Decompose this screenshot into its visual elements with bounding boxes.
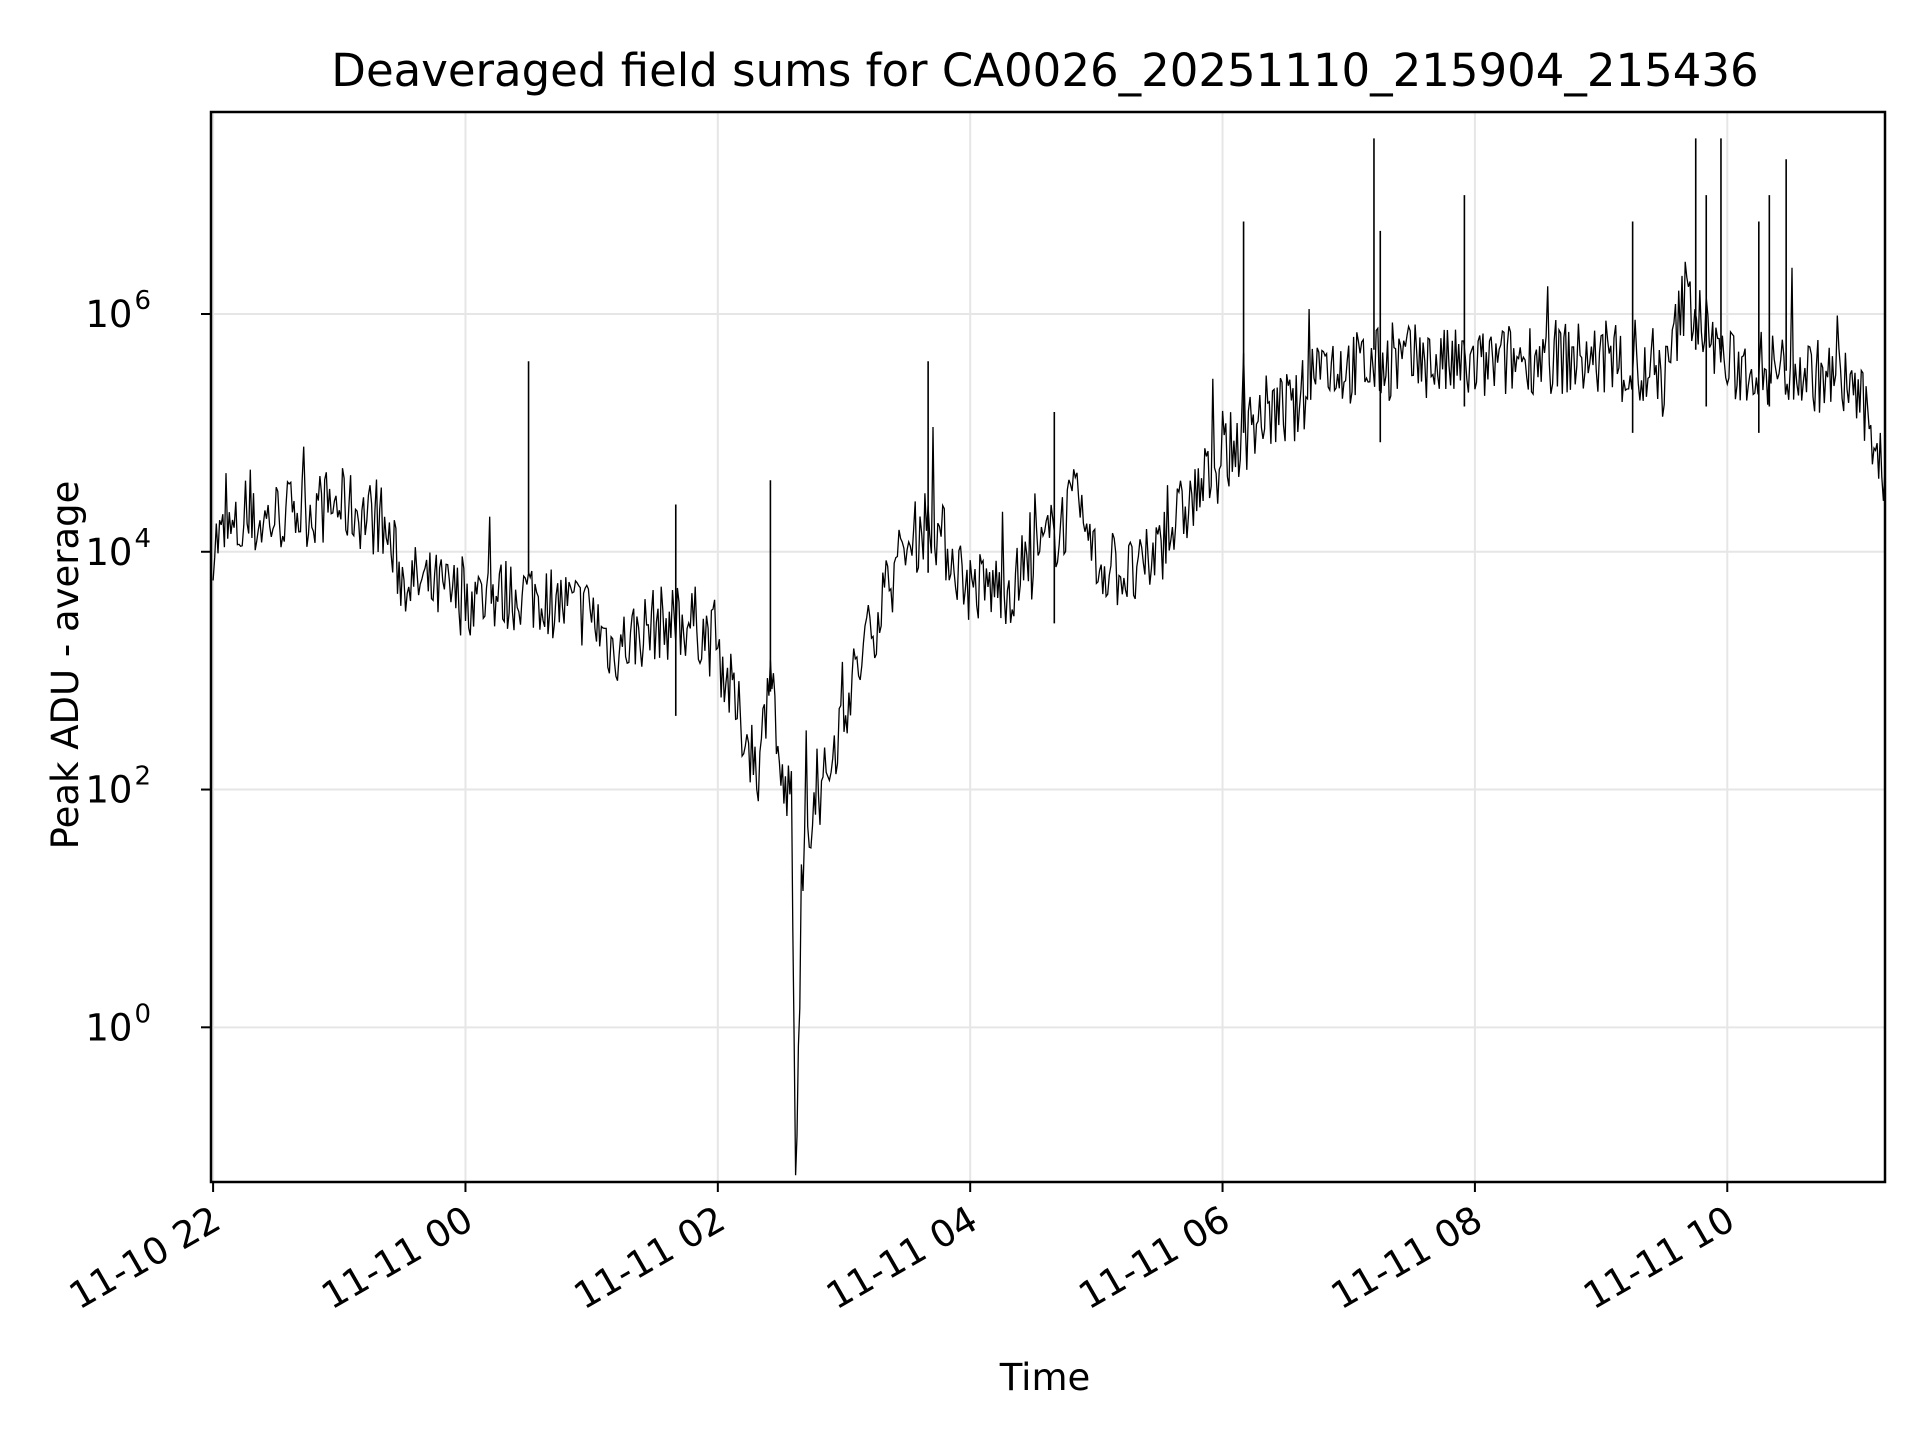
- plot-frame: [209, 110, 1887, 1184]
- chart-title: Deaveraged field sums for CA0026_2025111…: [331, 44, 1758, 97]
- x-axis-title: Time: [999, 1356, 1091, 1399]
- plot-area: [212, 138, 1886, 1176]
- y-axis-title: Peak ADU - average: [44, 481, 87, 850]
- series-line: [212, 261, 1886, 1176]
